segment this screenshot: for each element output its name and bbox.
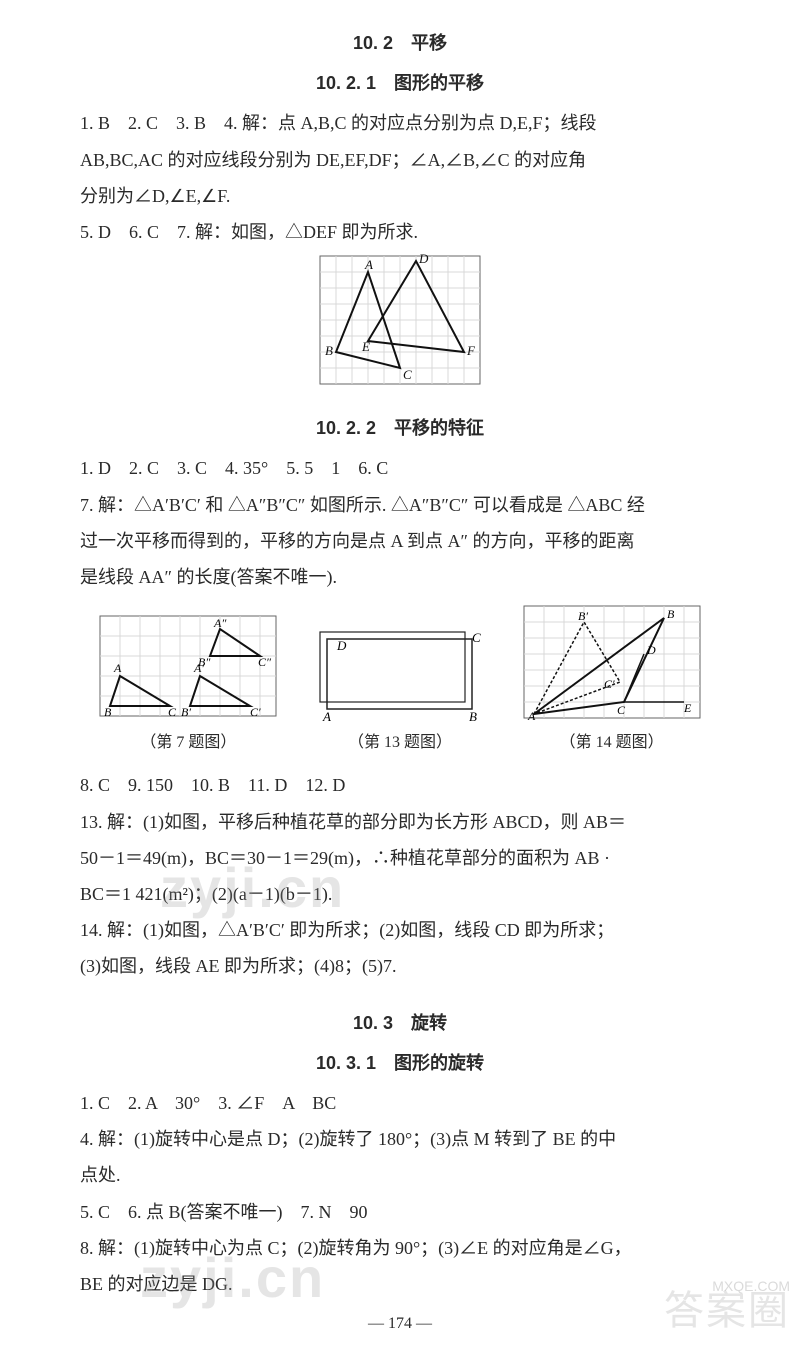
- svg-text:A: A: [322, 709, 331, 724]
- svg-text:C′: C′: [604, 677, 615, 691]
- section1-title-sub: 10. 2. 1 图形的平移: [80, 66, 720, 100]
- section3-line4a: 8. 解：(1)旋转中心为点 C；(2)旋转角为 90°；(3)∠E 的对应角是…: [80, 1231, 720, 1265]
- svg-text:C″: C″: [258, 655, 272, 669]
- section3-line3: 5. C 6. 点 B(答案不唯一) 7. N 90: [80, 1195, 720, 1229]
- section2-figures-row: A B C A′ B′ C′ A″ B″ C″ （第 7 题图） A B C D: [80, 604, 720, 758]
- svg-text:D: D: [336, 638, 347, 653]
- fig13: A B C D （第 13 题图）: [315, 624, 485, 758]
- svg-text:C: C: [403, 367, 412, 382]
- svg-text:B: B: [667, 607, 675, 621]
- section3-line2b: 点处.: [80, 1158, 720, 1192]
- section2-line2c: 是线段 AA″ 的长度(答案不唯一).: [80, 560, 720, 594]
- section2-line5a: 14. 解：(1)如图，△A′B′C′ 即为所求；(2)如图，线段 CD 即为所…: [80, 913, 720, 947]
- section2-line4c: BC＝1 421(m²)；(2)(a－1)(b－1).: [80, 877, 720, 911]
- section3-title-sub: 10. 3. 1 图形的旋转: [80, 1046, 720, 1080]
- svg-text:B: B: [469, 709, 477, 724]
- svg-text:A: A: [364, 257, 373, 272]
- svg-text:B: B: [325, 343, 333, 358]
- corner-big: 答案圈: [664, 1273, 790, 1349]
- section2-line5b: (3)如图，线段 AE 即为所求；(4)8；(5)7.: [80, 949, 720, 983]
- section1-title-main: 10. 2 平移: [80, 26, 720, 60]
- section2-title-sub: 10. 2. 2 平移的特征: [80, 411, 720, 445]
- section2-line1: 1. D 2. C 3. C 4. 35° 5. 5 1 6. C: [80, 451, 720, 485]
- svg-text:C′: C′: [250, 705, 261, 719]
- section2-line3: 8. C 9. 150 10. B 11. D 12. D: [80, 768, 720, 802]
- section1-line4: 5. D 6. C 7. 解：如图，△DEF 即为所求.: [80, 215, 720, 249]
- section1-line1: 1. B 2. C 3. B 4. 解：点 A,B,C 的对应点分别为点 D,E…: [80, 106, 720, 140]
- section2-line2a: 7. 解：△A′B′C′ 和 △A″B″C″ 如图所示. △A″B″C″ 可以看…: [80, 488, 720, 522]
- section1-line2: AB,BC,AC 的对应线段分别为 DE,EF,DF；∠A,∠B,∠C 的对应角: [80, 143, 720, 177]
- svg-text:F: F: [466, 343, 476, 358]
- svg-text:C: C: [168, 705, 177, 719]
- fig7-label: （第 7 题图）: [98, 728, 278, 758]
- svg-text:D: D: [646, 643, 656, 657]
- page-number-row: — 174 —: [80, 1309, 720, 1339]
- fig7: A B C A′ B′ C′ A″ B″ C″ （第 7 题图）: [98, 614, 278, 758]
- svg-text:B: B: [104, 705, 112, 719]
- section1-line3: 分别为∠D,∠E,∠F.: [80, 179, 720, 213]
- svg-text:A: A: [113, 661, 122, 675]
- svg-text:A″: A″: [213, 616, 227, 630]
- section2-line2b: 过一次平移而得到的，平移的方向是点 A 到点 A″ 的方向，平移的距离: [80, 524, 720, 558]
- svg-text:E: E: [361, 339, 370, 354]
- section2-line4b: 50－1＝49(m)，BC＝30－1＝29(m)，∴种植花草部分的面积为 AB …: [80, 841, 720, 875]
- fig13-label: （第 13 题图）: [315, 728, 485, 758]
- section3-title-main: 10. 3 旋转: [80, 1006, 720, 1040]
- section2-line4a: 13. 解：(1)如图，平移后种植花草的部分即为长方形 ABCD，则 AB＝: [80, 805, 720, 839]
- fig14-label: （第 14 题图）: [522, 728, 702, 758]
- section3-line2a: 4. 解：(1)旋转中心是点 D；(2)旋转了 180°；(3)点 M 转到了 …: [80, 1122, 720, 1156]
- svg-text:D: D: [418, 251, 429, 266]
- section3-line4b: BE 的对应边是 DG.: [80, 1267, 720, 1301]
- fig14: A B C B′ C′ D E （第 14 题图）: [522, 604, 702, 758]
- section3-line1: 1. C 2. A 30° 3. ∠F A BC: [80, 1086, 720, 1120]
- svg-text:B′: B′: [181, 705, 191, 719]
- section1-figure: A B C D E F: [80, 251, 720, 391]
- svg-text:C: C: [472, 630, 481, 645]
- svg-text:C: C: [617, 703, 626, 717]
- svg-text:A: A: [527, 709, 536, 723]
- svg-text:B″: B″: [198, 655, 211, 669]
- svg-text:B′: B′: [578, 609, 588, 623]
- svg-text:E: E: [683, 701, 692, 715]
